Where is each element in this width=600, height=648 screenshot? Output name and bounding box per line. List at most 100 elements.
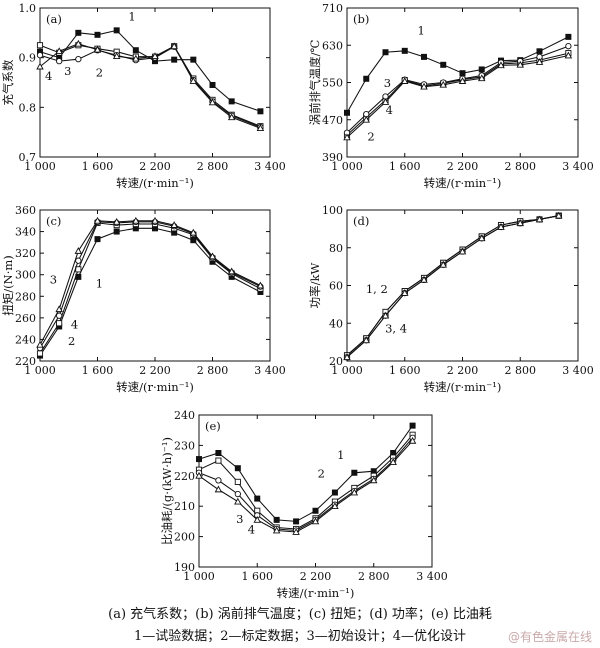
data-point [564,51,573,59]
data-point [343,109,350,116]
data-point [331,502,339,510]
series-line-1 [346,36,569,114]
data-point [234,490,241,498]
data-point [400,289,409,296]
y-tick-label: 260 [15,312,36,325]
data-point [331,489,338,496]
y-tick-label: 210 [174,500,195,513]
data-point [195,456,202,463]
data-point [312,507,319,514]
y-axis-label: 扭矩/(N·m) [1,255,15,315]
data-point [439,260,448,268]
panel-label: (a) [46,12,62,26]
y-tick-label: 470 [322,114,343,127]
series-line-3 [39,45,261,128]
data-point [381,311,390,319]
figure-canvas: 1 000 1 600 2 200 2 800 3 400 0.7 0.8 0.9 1.0 转速/… [1,2,594,600]
x-tick-label: 2 200 [139,160,171,173]
x-tick-label: 1 000 [331,364,363,377]
x-tick-label: 1 000 [24,364,56,377]
data-point [55,305,63,313]
series-line-3 [346,45,569,134]
y-tick-label: 80 [329,242,343,255]
data-point [516,60,525,68]
series-callout-label: 3 [50,272,57,286]
data-point [75,266,82,273]
y-tick-label: 300 [15,269,36,282]
x-tick-label: 1 000 [24,160,56,173]
y-tick-label: 220 [174,470,195,483]
data-point [93,45,102,53]
data-point [195,471,203,479]
chart-panel-b: 1 000 1 600 2 200 2 800 3 400 390 470 550 630 710… [308,2,594,190]
data-point [227,267,236,275]
data-point [215,449,222,456]
x-tick-label: 3 400 [416,570,448,583]
y-tick-label: 20 [329,355,343,368]
data-point [257,108,264,115]
data-point [56,57,63,65]
data-point [293,518,300,525]
x-tick-label: 3 400 [562,364,594,377]
data-point [382,49,389,56]
data-point [350,488,359,496]
series-callout-label: 3 [64,64,71,78]
x-tick-label: 2 800 [197,364,229,377]
panel-label: (d) [353,214,369,228]
series-3 [195,434,416,534]
y-axis-label: 比油耗/(g·(kW·h)⁻¹) [160,437,174,545]
x-tick-label: 1 600 [242,570,274,583]
series-line-3 [39,221,261,349]
data-point [458,77,467,84]
data-point [215,457,222,464]
x-tick-label: 2 800 [197,160,229,173]
data-point [535,215,544,223]
x-tick-label: 3 400 [562,160,594,173]
y-tick-label: 240 [15,333,36,346]
y-axis-label: 涡前排气温度/℃ [308,40,322,126]
x-tick-label: 2 200 [447,160,479,173]
y-tick-label: 0.7 [19,151,37,164]
data-point [256,124,265,132]
data-point [189,228,198,236]
data-point [227,113,236,121]
series-callout-label: 1 [337,448,344,462]
y-tick-label: 630 [322,39,343,52]
data-point [94,236,101,243]
y-tick-label: 0.9 [19,52,37,65]
data-point [363,75,370,82]
x-tick-label: 2 800 [505,160,537,173]
y-axis-label: 充气系数 [1,59,15,105]
caption-series-legend: 1—试验数据；2—标定数据；3—初始设计；4—优化设计 [133,629,467,644]
x-tick-label: 2 800 [505,364,537,377]
data-point [75,29,82,36]
data-point [170,42,178,50]
data-point [401,47,408,54]
series-line-4 [39,43,261,129]
data-point [56,312,63,319]
x-tick-label: 1 600 [389,160,421,173]
data-point [214,485,223,493]
data-point [497,61,505,69]
data-point [190,56,197,63]
data-point [208,98,217,106]
y-tick-label: 0.8 [19,101,37,114]
x-tick-label: 2 200 [447,364,479,377]
data-point [75,56,82,63]
data-point [209,81,216,88]
data-point [311,517,320,525]
data-point [151,216,159,224]
data-point [400,77,409,84]
y-tick-label: 320 [15,247,36,260]
series-callout-label: 1 [96,277,103,291]
x-axis-label: 转速/(r·min⁻¹) [277,586,355,600]
x-tick-label: 1 600 [82,364,114,377]
x-tick-label: 2 800 [358,570,390,583]
series-1 [195,422,416,525]
chart-panel-a: 1 000 1 600 2 200 2 800 3 400 0.7 0.8 0.9 1.0 转速/… [1,2,286,190]
data-point [74,247,83,254]
panel-label: (c) [46,214,61,228]
data-point [112,217,121,225]
data-point [94,31,101,38]
y-tick-label: 60 [329,280,343,293]
